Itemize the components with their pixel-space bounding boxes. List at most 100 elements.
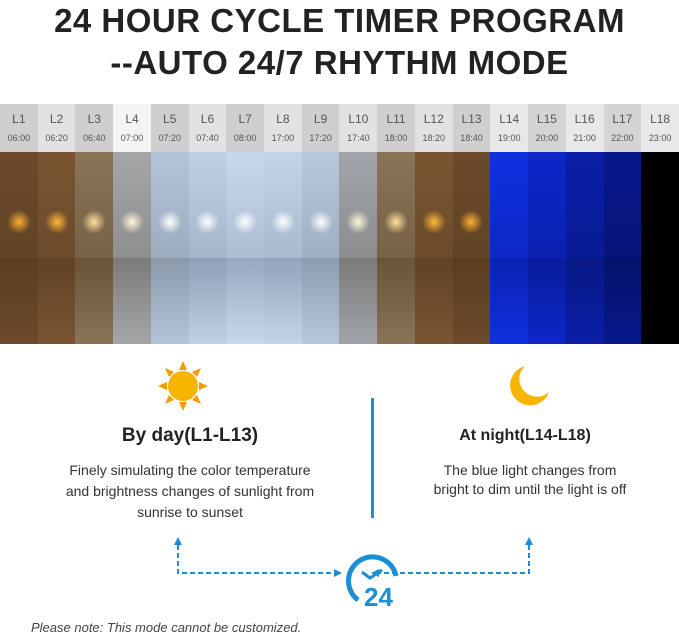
level-photo	[528, 152, 566, 344]
level-column-L4: L4 07:00	[113, 104, 151, 344]
sun-glow	[459, 209, 484, 234]
level-header: L16 21:00	[565, 104, 604, 152]
level-header: L12 18:20	[414, 104, 453, 152]
level-time: 07:40	[196, 133, 219, 143]
level-photo	[603, 152, 642, 344]
level-time: 06:40	[83, 133, 106, 143]
level-label: L11	[386, 112, 406, 126]
sun-glow	[346, 209, 371, 234]
level-header: L1 06:00	[0, 104, 38, 152]
level-column-L7: L7 08:00	[226, 104, 265, 344]
day-text-3: sunrise to sunset	[137, 504, 243, 520]
level-header: L13 18:40	[452, 104, 491, 152]
level-time: 07:20	[158, 133, 181, 143]
title-line-2: --AUTO 24/7 RHYTHM MODE	[110, 44, 569, 81]
night-text-2: bright to dim until the light is off	[433, 481, 627, 497]
level-label: L13	[461, 112, 482, 126]
level-time: 17:20	[309, 133, 332, 143]
sea	[565, 257, 604, 344]
level-column-L2: L2 06:20	[37, 104, 76, 344]
level-photo	[377, 152, 415, 344]
level-strip: L1 06:00 L2 06:20 L3 06:40 L4 07:00 L5 07:20 …	[0, 104, 679, 344]
night-text-1: The blue light changes from	[443, 462, 617, 478]
level-header: L5 07:20	[150, 104, 189, 152]
level-column-L12: L12 18:20	[414, 104, 453, 344]
level-time: 19:00	[497, 133, 521, 143]
level-column-L9: L9 17:20	[301, 104, 340, 344]
level-time: 18:00	[384, 133, 408, 143]
sea	[641, 257, 679, 344]
level-label: L4	[125, 112, 139, 126]
sun-icon	[158, 361, 208, 411]
sun-glow	[308, 209, 333, 234]
level-photo	[188, 152, 227, 344]
level-photo	[226, 152, 265, 344]
sea	[452, 257, 491, 344]
level-label: L16	[574, 112, 595, 126]
level-label: L8	[276, 112, 290, 126]
level-column-L10: L10 17:40	[339, 104, 378, 344]
sea	[528, 257, 566, 344]
sun-glow	[120, 209, 145, 234]
level-photo	[301, 152, 340, 344]
sea	[301, 257, 340, 344]
sun-glow	[421, 209, 446, 234]
sea	[75, 257, 114, 344]
sun-glow	[195, 209, 220, 234]
level-time: 08:00	[233, 133, 257, 143]
level-photo	[113, 152, 151, 344]
level-header: L18 23:00	[641, 104, 679, 152]
level-photo	[264, 152, 302, 344]
level-header: L6 07:40	[188, 104, 227, 152]
sun-glow	[82, 209, 107, 234]
level-column-L16: L16 21:00	[565, 104, 604, 344]
sea	[113, 257, 151, 344]
level-column-L5: L5 07:20	[150, 104, 189, 344]
level-column-L8: L8 17:00	[264, 104, 302, 344]
level-header: L17 22:00	[603, 104, 642, 152]
level-time: 21:00	[573, 133, 596, 143]
level-label: L17	[612, 112, 633, 126]
level-header: L10 17:40	[339, 104, 378, 152]
level-header: L3 06:40	[75, 104, 114, 152]
level-photo	[452, 152, 491, 344]
level-photo	[490, 152, 529, 344]
level-column-L18: L18 23:00	[641, 104, 679, 344]
level-column-L15: L15 20:00	[528, 104, 566, 344]
level-header: L2 06:20	[37, 104, 76, 152]
level-column-L1: L1 06:00	[0, 104, 38, 344]
level-time: 17:00	[271, 133, 295, 143]
day-text-1: Finely simulating the color temperature	[69, 462, 311, 478]
level-time: 07:00	[120, 133, 144, 143]
sea	[339, 257, 378, 344]
sea	[264, 257, 302, 344]
level-label: L3	[87, 112, 101, 126]
level-time: 23:00	[648, 133, 672, 143]
sun-glow	[157, 209, 182, 234]
level-label: L15	[536, 112, 557, 126]
level-label: L14	[499, 112, 520, 126]
level-photo	[0, 152, 38, 344]
level-photo	[414, 152, 453, 344]
note: Please note: This mode cannot be customi…	[31, 620, 302, 635]
level-photo	[37, 152, 76, 344]
sun-glow	[233, 209, 258, 234]
clock-label: 24	[364, 582, 393, 608]
level-header: L9 17:20	[301, 104, 340, 152]
level-time: 20:00	[535, 133, 559, 143]
sun-glow	[384, 209, 409, 234]
sun-glow	[270, 209, 295, 234]
clock-24-icon: 24	[346, 554, 399, 608]
level-header: L8 17:00	[264, 104, 302, 152]
level-label: L18	[650, 112, 671, 126]
level-column-L14: L14 19:00	[490, 104, 529, 344]
night-heading: At night(L14-L18)	[459, 427, 591, 444]
level-photo	[565, 152, 604, 344]
level-header: L4 07:00	[113, 104, 151, 152]
sea	[150, 257, 189, 344]
level-header: L15 20:00	[528, 104, 566, 152]
sun-glow	[44, 209, 69, 234]
level-column-L11: L11 18:00	[377, 104, 415, 344]
sea	[0, 257, 38, 344]
sea	[603, 257, 642, 344]
